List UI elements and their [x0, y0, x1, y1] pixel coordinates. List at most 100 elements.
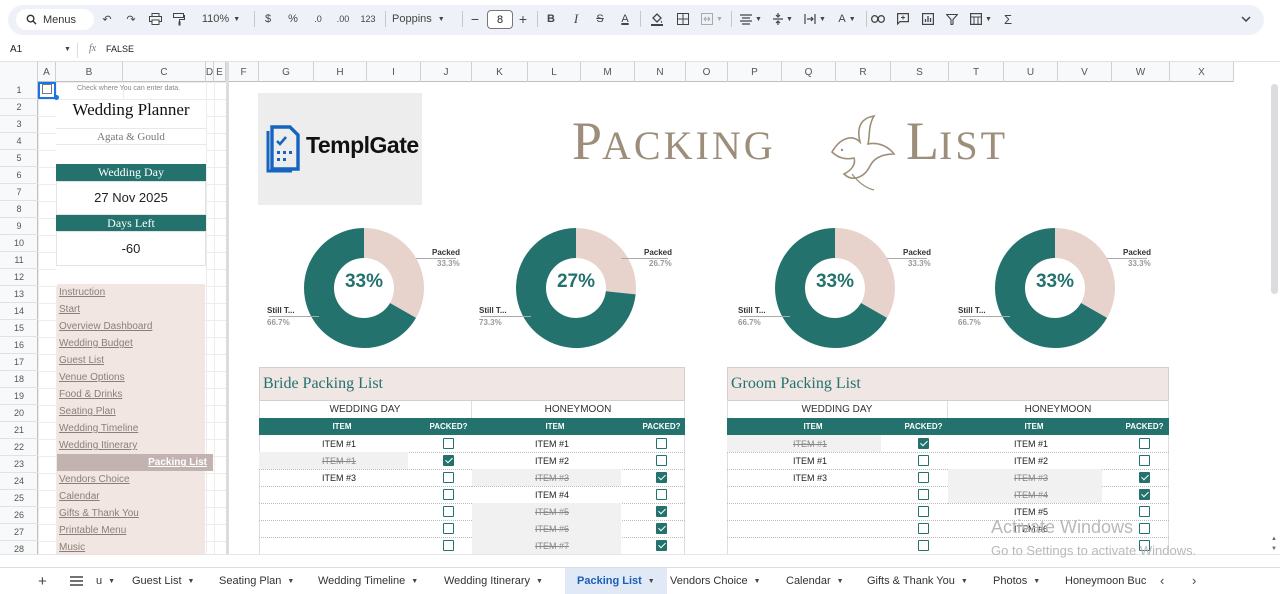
packed-checkbox[interactable]	[918, 455, 929, 466]
row-header[interactable]: 24	[0, 473, 38, 490]
packed-checkbox[interactable]	[656, 438, 667, 449]
chevron-down-icon[interactable]: ▼	[1033, 577, 1041, 585]
row-header[interactable]: 5	[0, 150, 38, 167]
chart-icon[interactable]	[920, 8, 936, 30]
sheet-tab-gifts-thank-you[interactable]: Gifts & Thank You ▼	[861, 568, 974, 594]
column-header[interactable]: Q	[782, 62, 836, 82]
sheet-tab-calendar[interactable]: Calendar ▼	[780, 568, 850, 594]
packing-item-cell[interactable]: ITEM #6	[1013, 523, 1048, 534]
packed-checkbox[interactable]	[443, 540, 454, 551]
packing-item-cell[interactable]: ITEM #5	[1013, 506, 1048, 517]
packed-checkbox[interactable]	[918, 540, 929, 551]
sidebar-link-packing-list[interactable]: Packing List	[57, 454, 213, 471]
name-box[interactable]: A1	[10, 44, 23, 55]
number-format-button[interactable]: 123	[360, 14, 376, 24]
column-header[interactable]: F	[229, 62, 259, 82]
packing-item-cell[interactable]	[259, 537, 419, 554]
row-header[interactable]: 19	[0, 388, 38, 405]
chevron-down-icon[interactable]: ▼	[287, 577, 295, 585]
column-header[interactable]: V	[1058, 62, 1112, 82]
sidebar-link-instruction[interactable]: Instruction	[57, 284, 205, 301]
packing-item-cell[interactable]: ITEM #2	[1013, 455, 1048, 466]
row-header[interactable]: 27	[0, 524, 38, 541]
tabs-scroll-left-icon[interactable]: ‹	[1160, 573, 1165, 588]
packing-item-cell[interactable]: ITEM #7	[534, 540, 569, 551]
row-header[interactable]: 20	[0, 405, 38, 422]
row-header[interactable]: 9	[0, 218, 38, 235]
column-header[interactable]: H	[314, 62, 367, 82]
sheet-tab-wedding-itinerary[interactable]: Wedding Itinerary ▼	[438, 568, 549, 594]
packed-checkbox[interactable]	[443, 506, 454, 517]
row-header[interactable]: 4	[0, 133, 38, 150]
menus-search-button[interactable]: Menus	[16, 9, 94, 30]
row-header[interactable]: 15	[0, 320, 38, 337]
sidebar-link-guest-list[interactable]: Guest List	[57, 352, 205, 369]
packed-checkbox[interactable]	[918, 523, 929, 534]
packed-checkbox[interactable]	[918, 489, 929, 500]
font-select[interactable]: Poppins ▼	[392, 8, 454, 30]
column-header[interactable]: O	[686, 62, 728, 82]
row-header[interactable]: 18	[0, 371, 38, 388]
redo-icon[interactable]: ↷	[126, 13, 136, 26]
column-header[interactable]: U	[1004, 62, 1058, 82]
packed-checkbox[interactable]	[656, 472, 667, 483]
percent-button[interactable]: %	[288, 13, 298, 25]
font-size-increase-button[interactable]: +	[518, 11, 528, 27]
tabs-scroll-right-icon[interactable]: ›	[1192, 573, 1197, 588]
sidebar-link-wedding-budget[interactable]: Wedding Budget	[57, 335, 205, 352]
column-header[interactable]: L	[528, 62, 581, 82]
chevron-down-icon[interactable]: ▼	[647, 577, 655, 585]
borders-icon[interactable]	[675, 8, 691, 30]
row-header[interactable]: 6	[0, 167, 38, 184]
packed-checkbox[interactable]	[918, 506, 929, 517]
packing-item-cell[interactable]: ITEM #6	[534, 523, 569, 534]
column-header[interactable]: B	[56, 62, 123, 82]
column-header[interactable]: I	[367, 62, 421, 82]
packed-checkbox[interactable]	[1139, 438, 1150, 449]
row-header[interactable]: 10	[0, 235, 38, 252]
sheet-tab-guest-list[interactable]: Guest List ▼	[126, 568, 200, 594]
packed-checkbox[interactable]	[443, 523, 454, 534]
packing-item-cell[interactable]	[259, 503, 419, 520]
chevron-down-icon[interactable]: ▼	[753, 577, 761, 585]
packed-checkbox[interactable]	[918, 438, 929, 449]
row-header[interactable]: 12	[0, 269, 38, 286]
freeze-divider[interactable]	[226, 62, 229, 554]
formula-input[interactable]: FALSE	[106, 44, 135, 54]
sheet-tab-u[interactable]: u ▼	[90, 568, 121, 594]
sidebar-link-venue-options[interactable]: Venue Options	[57, 369, 205, 386]
packing-item-cell[interactable]: ITEM #5	[534, 506, 569, 517]
packing-item-cell[interactable]	[727, 537, 893, 554]
packing-item-cell[interactable]: ITEM #3	[792, 472, 827, 483]
column-header[interactable]: K	[472, 62, 528, 82]
paint-format-icon[interactable]	[171, 8, 187, 30]
sheet-tab-honeymoon-buc[interactable]: Honeymoon Buc	[1059, 568, 1152, 594]
row-header[interactable]: 8	[0, 201, 38, 218]
print-icon[interactable]	[147, 8, 163, 30]
row-header[interactable]: 22	[0, 439, 38, 456]
link-icon[interactable]	[870, 8, 886, 30]
packed-checkbox[interactable]	[1139, 489, 1150, 500]
increase-decimal-button[interactable]: .00	[336, 14, 350, 24]
chevron-down-icon[interactable]: ▼	[960, 577, 968, 585]
chevron-down-icon[interactable]: ▼	[836, 577, 844, 585]
column-header[interactable]: P	[728, 62, 782, 82]
sheet-tab-vendors-choice[interactable]: Vendors Choice ▼	[664, 568, 767, 594]
fill-color-icon[interactable]	[649, 8, 665, 30]
packed-checkbox[interactable]	[1139, 523, 1150, 534]
column-header[interactable]: G	[259, 62, 314, 82]
sidebar-link-music[interactable]: Music	[57, 539, 205, 556]
row-header[interactable]: 3	[0, 116, 38, 133]
font-size-input[interactable]: 8	[487, 10, 513, 29]
packing-item-cell[interactable]: ITEM #1	[792, 455, 827, 466]
packing-item-cell[interactable]	[727, 520, 893, 537]
scroll-up-arrow-icon[interactable]: ▲	[1271, 536, 1277, 542]
text-color-button[interactable]: A	[621, 13, 629, 25]
column-header[interactable]: R	[836, 62, 891, 82]
packing-item-cell[interactable]	[259, 486, 419, 503]
packed-checkbox[interactable]	[443, 438, 454, 449]
packed-checkbox[interactable]	[656, 506, 667, 517]
sidebar-link-gifts-thank-you[interactable]: Gifts & Thank You	[57, 505, 205, 522]
chevron-down-icon[interactable]: ▼	[108, 577, 116, 585]
column-header[interactable]: E	[214, 62, 226, 82]
